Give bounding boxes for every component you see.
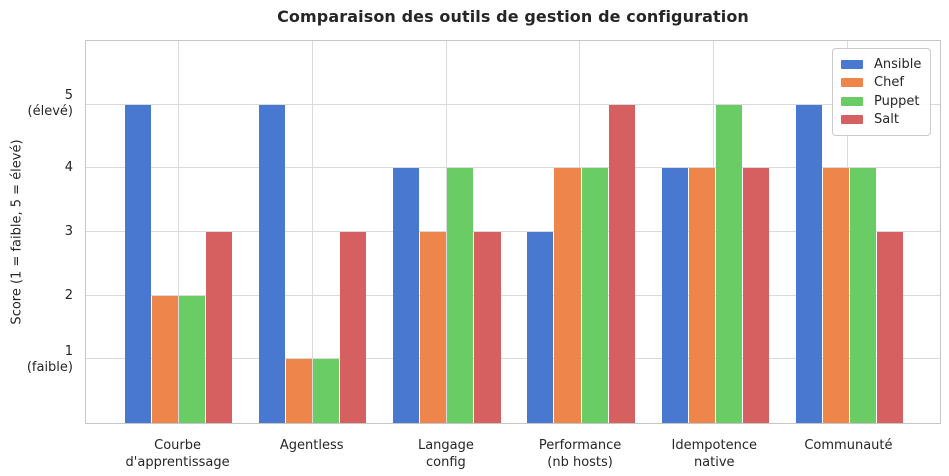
bar-puppet: [447, 168, 474, 423]
legend-label: Chef: [874, 75, 904, 91]
x-tick-label: Langage config: [417, 438, 474, 470]
gridline-vertical: [177, 41, 179, 423]
bar-salt: [340, 232, 367, 423]
bar-group: [795, 41, 904, 423]
legend-entry: Chef: [841, 74, 922, 93]
bar-chef: [151, 295, 179, 423]
bar-group: [393, 41, 501, 423]
legend-swatch-salt: [841, 115, 863, 125]
bar-ansible: [124, 104, 151, 423]
gridline-horizontal: [86, 231, 940, 232]
bar-puppet: [581, 168, 608, 423]
legend-label: Ansible: [874, 56, 922, 72]
bar-chef: [688, 168, 715, 423]
y-tick-label: 2: [64, 288, 73, 303]
bar-salt: [742, 168, 769, 423]
bar-ansible: [393, 168, 420, 423]
bar-ansible: [661, 168, 688, 423]
bar-chef: [554, 168, 581, 423]
bar-salt: [608, 104, 635, 423]
legend-entry: Ansible: [841, 55, 922, 74]
legend-entry: Salt: [841, 111, 922, 130]
y-tick-label: 4: [64, 160, 73, 175]
chart-title: Comparaison des outils de gestion de con…: [277, 7, 749, 26]
legend-swatch-puppet: [841, 96, 863, 106]
bar-puppet: [179, 295, 206, 423]
bar-puppet: [849, 168, 876, 423]
bar-chef: [822, 168, 849, 423]
bar-puppet: [313, 359, 340, 423]
plot-area: [85, 40, 941, 424]
legend-entry: Puppet: [841, 92, 922, 111]
legend-swatch-chef: [841, 78, 863, 88]
bar-chef: [286, 359, 313, 423]
bar-group: [661, 41, 769, 423]
y-tick-label: 1 (faible): [26, 344, 73, 375]
legend-label: Puppet: [874, 93, 920, 109]
bar-group: [259, 41, 367, 423]
gridline-horizontal: [86, 294, 940, 296]
gridline-horizontal: [86, 167, 940, 169]
bar-ansible: [795, 104, 822, 423]
legend-swatch-ansible: [841, 59, 863, 69]
bar-puppet: [715, 104, 742, 423]
x-tick-label: Communauté: [804, 438, 893, 453]
x-tick-label: Performance (nb hosts): [538, 438, 622, 470]
bar-salt: [206, 232, 233, 423]
x-tick-label: Agentless: [279, 438, 344, 453]
bar-chef: [420, 232, 447, 423]
x-tick-label: Courbe d'apprentissage: [125, 438, 230, 470]
y-tick-label: 5 (élevé): [27, 88, 73, 119]
gridline-horizontal: [86, 103, 940, 105]
bar-ansible: [527, 232, 554, 423]
legend-label: Salt: [874, 112, 899, 128]
gridline-vertical: [311, 41, 313, 423]
legend: Ansible Chef Puppet Salt: [832, 48, 931, 136]
bar-group: [124, 41, 233, 423]
x-tick-label: Idempotence native: [671, 438, 757, 470]
gridline-horizontal: [86, 358, 940, 360]
bar-ansible: [259, 104, 286, 423]
bar-salt: [474, 232, 501, 423]
bar-salt: [876, 232, 904, 423]
y-tick-label: 3: [64, 224, 73, 239]
bar-group: [527, 41, 635, 423]
